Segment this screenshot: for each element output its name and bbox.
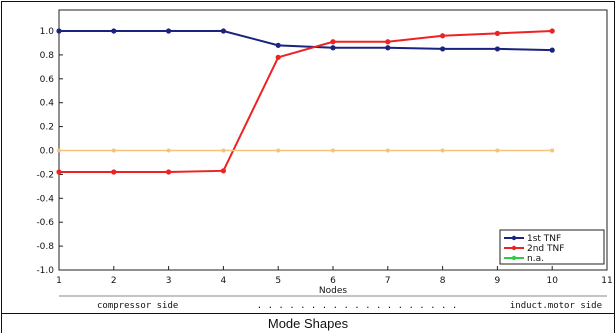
series-point-1 — [275, 54, 281, 60]
series-point-2 — [550, 148, 555, 153]
series-point-2 — [276, 148, 281, 153]
y-tick-label: 0.0 — [40, 147, 55, 157]
series-point-0 — [549, 47, 555, 53]
series-point-1 — [220, 168, 226, 174]
x-tick-label: 1 — [56, 276, 62, 286]
y-tick-label: -0.2 — [36, 170, 54, 180]
series-point-1 — [440, 33, 446, 39]
chart-caption: Mode Shapes — [267, 316, 349, 331]
series-point-2 — [495, 148, 500, 153]
legend-label: n.a. — [527, 254, 544, 264]
series-point-1 — [385, 39, 391, 45]
series-line-1 — [59, 30, 553, 174]
series-point-0 — [220, 28, 226, 34]
x-tick-label: 9 — [495, 276, 501, 286]
series-point-0 — [385, 45, 391, 51]
series-point-0 — [330, 45, 336, 51]
legend-swatch-marker — [511, 255, 517, 261]
series-point-2 — [111, 148, 116, 153]
legend-label: 1st TNF — [527, 234, 561, 244]
x-tick-label: 11 — [601, 276, 612, 286]
y-tick-label: -0.6 — [36, 218, 54, 228]
x-tick-label: 3 — [166, 276, 172, 286]
series-point-1 — [56, 169, 62, 175]
series-point-0 — [494, 46, 500, 52]
x-tick-label: 4 — [221, 276, 227, 286]
x-tick-label: 10 — [546, 276, 558, 286]
x-tick-label: 2 — [111, 276, 117, 286]
x-tick-label: 7 — [385, 276, 391, 286]
series-point-0 — [56, 28, 62, 34]
series-point-2 — [331, 148, 335, 153]
series-point-1 — [111, 169, 117, 175]
series-point-1 — [494, 30, 500, 36]
series-point-1 — [166, 169, 172, 175]
series-point-2 — [440, 148, 445, 153]
series-point-0 — [275, 42, 281, 48]
series-point-0 — [111, 28, 117, 34]
series-line-0 — [59, 30, 553, 52]
mode-shapes-chart: 1.0 0.8 0.6 0.4 0.2 0.0 -0.2 -0.4 -0.6 -0.8 -1.01 2… — [36, 9, 613, 311]
legend-swatch-marker — [511, 235, 517, 241]
y-tick-label: -0.8 — [36, 242, 54, 252]
x-axis-title: Nodes — [319, 286, 347, 296]
series-point-1 — [330, 39, 336, 45]
y-tick-label: -1.0 — [36, 266, 54, 276]
x-tick-label: 8 — [440, 276, 446, 286]
footer-dots: . . . . . . . . . . . . . . . . . . . — [257, 301, 457, 311]
y-tick-label: 1.0 — [40, 27, 55, 37]
x-tick-label: 5 — [275, 276, 281, 286]
series-point-1 — [549, 28, 555, 34]
x-tick-label: 6 — [330, 276, 336, 286]
y-tick-label: 0.6 — [40, 75, 55, 85]
y-tick-label: 0.2 — [40, 123, 54, 133]
legend-label: 2nd TNF — [527, 244, 564, 254]
series-point-0 — [440, 46, 446, 52]
series-point-2 — [221, 148, 226, 153]
legend-swatch-marker — [511, 245, 517, 251]
footer-left-label: compressor side — [97, 301, 178, 311]
caption-box: Mode Shapes — [2, 313, 614, 334]
series-point-0 — [166, 28, 172, 34]
footer-right-label: induct.motor side — [510, 301, 602, 311]
series-point-2 — [166, 148, 171, 153]
y-tick-label: -0.4 — [36, 194, 54, 204]
y-tick-label: 0.4 — [40, 99, 55, 109]
series-point-2 — [57, 148, 61, 153]
y-tick-label: 0.8 — [40, 51, 55, 61]
series-point-2 — [385, 148, 390, 153]
